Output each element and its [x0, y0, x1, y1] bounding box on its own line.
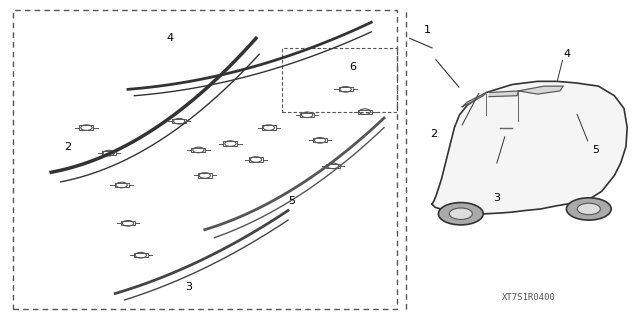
Bar — [198, 173, 212, 178]
Text: 4: 4 — [563, 49, 570, 59]
Bar — [326, 164, 340, 168]
Bar — [121, 221, 135, 226]
Polygon shape — [432, 81, 627, 215]
Bar — [313, 138, 327, 143]
Polygon shape — [489, 91, 518, 97]
Text: 6: 6 — [349, 62, 356, 72]
Polygon shape — [462, 93, 486, 107]
Bar — [358, 109, 372, 114]
Bar — [79, 125, 93, 130]
Text: 2: 2 — [430, 129, 437, 139]
Bar — [249, 157, 263, 162]
Text: 5: 5 — [592, 145, 599, 155]
Polygon shape — [518, 86, 563, 94]
Bar — [339, 87, 353, 92]
Circle shape — [566, 198, 611, 220]
Bar — [134, 253, 148, 257]
Circle shape — [577, 203, 600, 215]
Bar — [172, 119, 186, 123]
Circle shape — [438, 203, 483, 225]
Text: 5: 5 — [288, 196, 295, 206]
Bar — [300, 113, 314, 117]
Text: XT7S1R0400: XT7S1R0400 — [502, 293, 556, 302]
Bar — [262, 125, 276, 130]
Text: 4: 4 — [166, 33, 173, 43]
Bar — [115, 183, 129, 187]
Bar — [102, 151, 116, 155]
Bar — [191, 148, 205, 152]
Text: 3: 3 — [186, 282, 193, 292]
Text: 1: 1 — [424, 26, 431, 35]
Bar — [223, 141, 237, 146]
Circle shape — [449, 208, 472, 219]
Text: 2: 2 — [64, 142, 71, 152]
Text: 3: 3 — [493, 193, 500, 203]
